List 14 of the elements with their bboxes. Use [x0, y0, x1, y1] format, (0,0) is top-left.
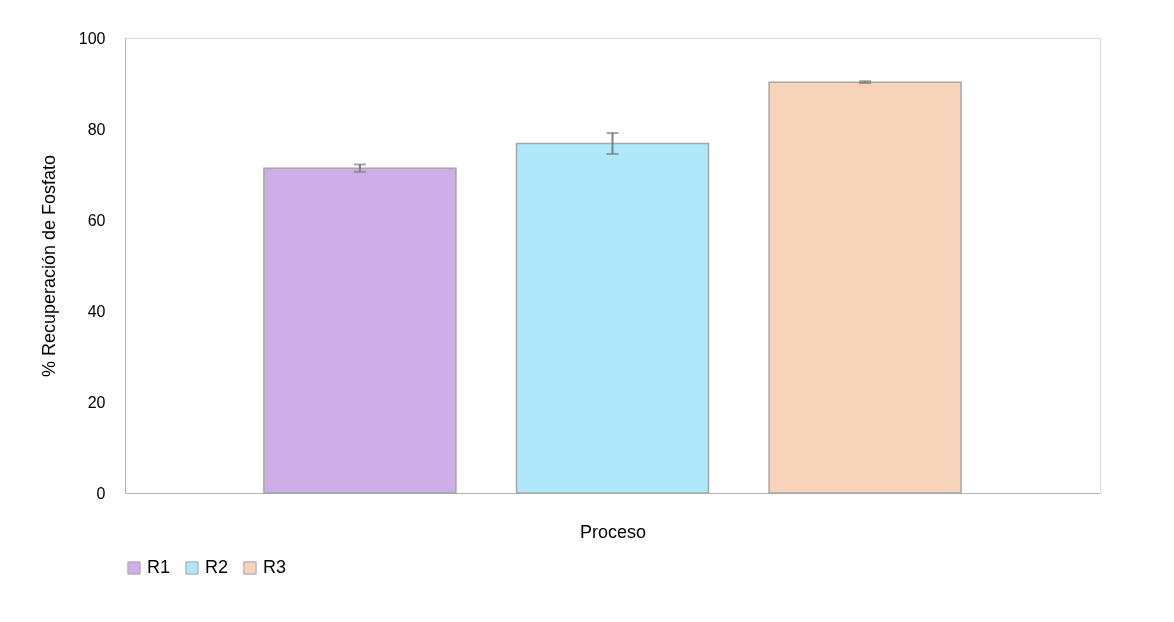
legend-label: R1: [147, 557, 171, 577]
y-tick-label: 100: [78, 29, 106, 47]
y-tick-label: 80: [87, 120, 106, 138]
bar: [263, 167, 457, 494]
x-axis-title: Proceso: [579, 521, 647, 542]
y-tick-label: 0: [96, 484, 106, 502]
y-tick-label: 40: [87, 302, 106, 320]
bar: [515, 142, 710, 494]
legend-label: R3: [263, 557, 287, 577]
y-tick-label: 20: [87, 393, 106, 411]
y-tick-label: 60: [87, 211, 106, 229]
legend-label: R2: [205, 557, 229, 577]
y-axis-title: % Recuperación de Fosfato: [38, 154, 59, 378]
bar: [768, 81, 962, 494]
